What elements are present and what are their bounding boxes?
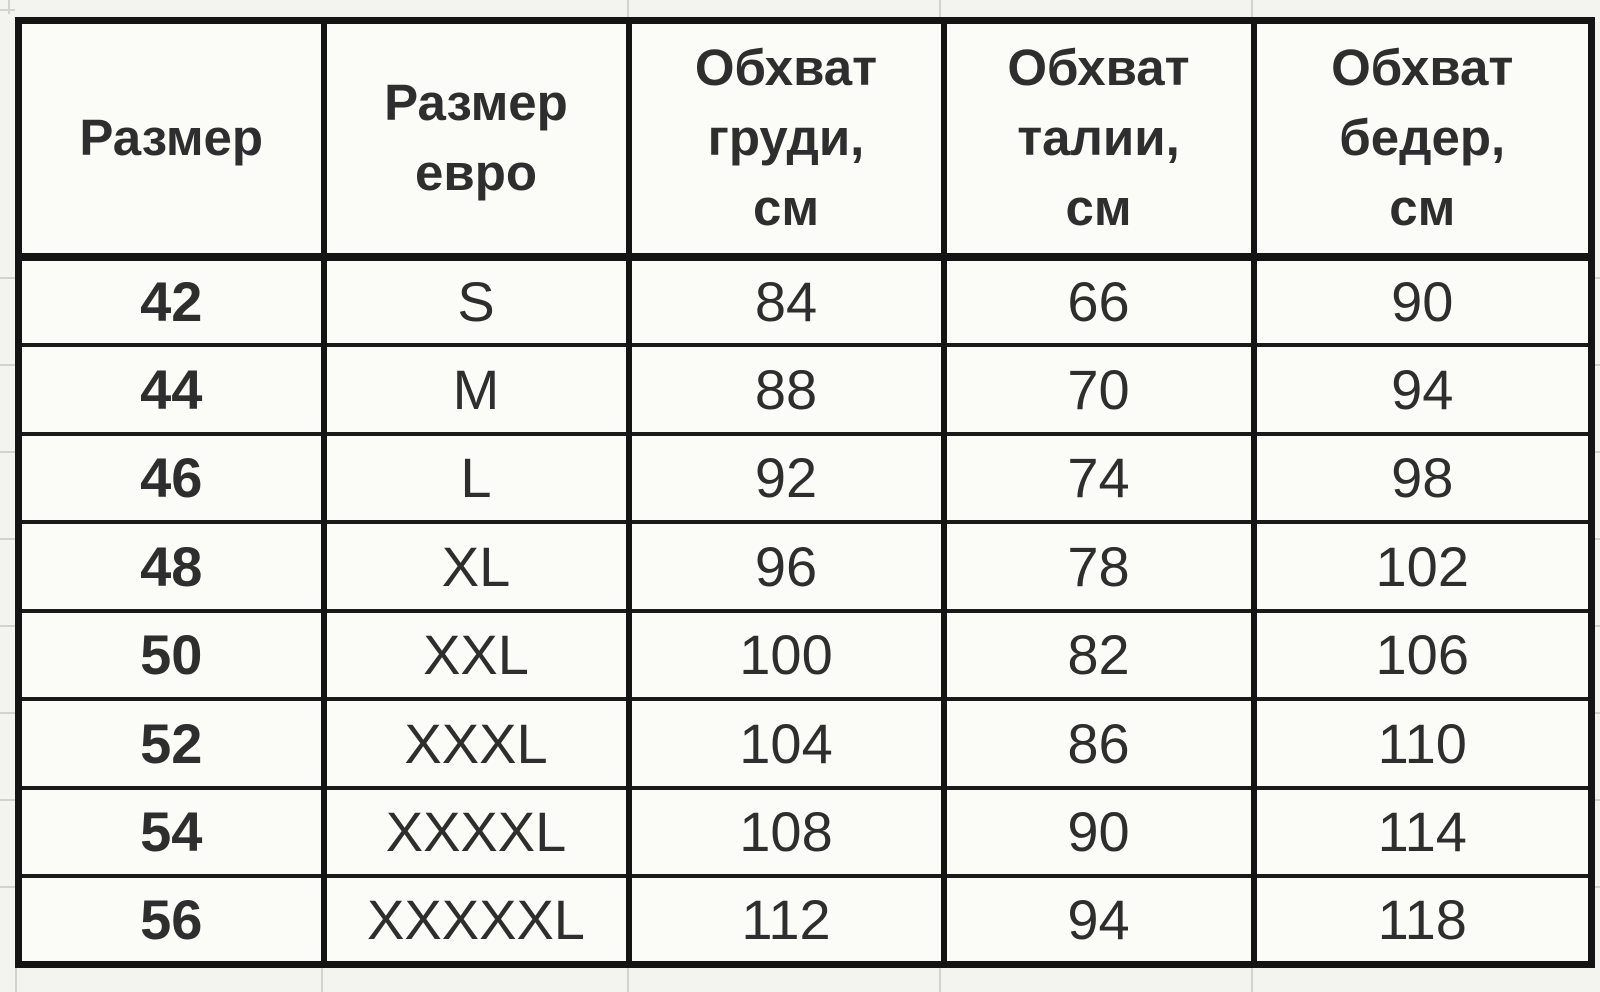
cell-waist: 82 [940, 608, 1254, 699]
cell-hips: 94 [1250, 343, 1592, 434]
column-header-hips: Обхват бедер, см [1250, 20, 1592, 261]
cell-waist: 86 [940, 697, 1254, 788]
gridline-tick [0, 9, 15, 11]
cell-size-ru: 52 [18, 697, 324, 788]
cell-size-euro: XXXL [320, 697, 629, 788]
gridline-tick [0, 277, 15, 279]
gridline-tick [627, 0, 629, 17]
cell-size-euro: XL [320, 520, 629, 611]
cell-size-ru: 56 [18, 874, 324, 965]
gridline-tick [1251, 968, 1253, 992]
cell-waist: 78 [940, 520, 1254, 611]
cell-size-ru: 50 [18, 608, 324, 699]
cell-size-euro: S [320, 256, 629, 345]
cell-chest: 88 [625, 343, 944, 434]
column-header-size-euro: Размер евро [320, 20, 629, 261]
cell-chest: 92 [625, 431, 944, 522]
gridline-tick [939, 968, 941, 992]
cell-chest: 100 [625, 608, 944, 699]
gridline-tick [0, 799, 15, 801]
gridline-tick [1251, 0, 1253, 17]
cell-size-ru: 48 [18, 520, 324, 611]
cell-chest: 104 [625, 697, 944, 788]
header-row: Размер Размер евро Обхват груди, см Обхв… [18, 20, 1592, 261]
cell-hips: 90 [1250, 256, 1592, 345]
column-header-chest: Обхват груди, см [625, 20, 944, 261]
table-row: 50 XXL 100 82 106 [18, 608, 1592, 699]
cell-chest: 96 [625, 520, 944, 611]
cell-size-euro: XXXXXL [320, 874, 629, 965]
cell-size-ru: 46 [18, 431, 324, 522]
gridline-tick [321, 968, 323, 992]
cell-hips: 98 [1250, 431, 1592, 522]
cell-hips: 118 [1250, 874, 1592, 965]
cell-hips: 106 [1250, 608, 1592, 699]
gridline-tick [15, 968, 17, 992]
gridline-tick [0, 886, 15, 888]
table-row: 56 XXXXXL 112 94 118 [18, 874, 1592, 965]
table-row: 52 XXXL 104 86 110 [18, 697, 1592, 788]
cell-chest: 84 [625, 256, 944, 345]
gridline-tick [0, 538, 15, 540]
cell-chest: 112 [625, 874, 944, 965]
cell-waist: 66 [940, 256, 1254, 345]
cell-waist: 90 [940, 785, 1254, 876]
cell-size-euro: L [320, 431, 629, 522]
size-chart-table: Размер Размер евро Обхват груди, см Обхв… [15, 17, 1595, 968]
table-row: 48 XL 96 78 102 [18, 520, 1592, 611]
cell-hips: 102 [1250, 520, 1592, 611]
gridline-tick [0, 625, 15, 627]
gridline-tick [939, 0, 941, 17]
gridline-tick [0, 451, 15, 453]
table-row: 54 XXXXL 108 90 114 [18, 785, 1592, 876]
gridline-tick [8, 0, 10, 14]
cell-size-euro: XXL [320, 608, 629, 699]
cell-hips: 114 [1250, 785, 1592, 876]
cell-waist: 94 [940, 874, 1254, 965]
cell-size-ru: 42 [140, 270, 203, 334]
cell-chest: 108 [625, 785, 944, 876]
cell-size-euro: XXXXL [320, 785, 629, 876]
gridline-tick [0, 364, 15, 366]
gridline-tick [0, 712, 15, 714]
table-row: 44 M 88 70 94 [18, 343, 1592, 434]
column-header-waist: Обхват талии, см [940, 20, 1254, 261]
cell-size-euro: M [320, 343, 629, 434]
gridline-tick [627, 968, 629, 992]
table-row: 46 L 92 74 98 [18, 431, 1592, 522]
table-row: 42 S 84 66 90 [19, 256, 1592, 345]
cell-waist: 70 [940, 343, 1254, 434]
cell-hips: 110 [1250, 697, 1592, 788]
cell-size-ru: 54 [18, 785, 324, 876]
cell-size-ru: 44 [18, 343, 324, 434]
cell-waist: 74 [940, 431, 1254, 522]
column-header-size-ru: Размер [18, 20, 324, 261]
